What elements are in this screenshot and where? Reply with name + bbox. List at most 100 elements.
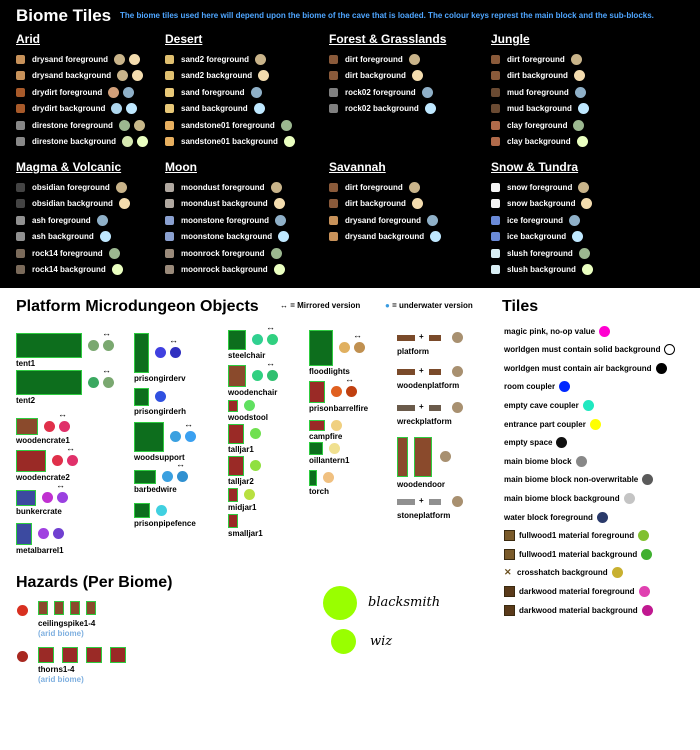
plus-sign: + bbox=[419, 366, 424, 375]
woodsupport-color-key bbox=[170, 431, 181, 442]
oillantern1-sprite bbox=[309, 442, 323, 455]
hazard-sprite bbox=[86, 647, 102, 663]
tile-legend-row: ✕ crosshatch background bbox=[504, 564, 623, 582]
tile-block-icon bbox=[16, 71, 25, 81]
hazard-sprite bbox=[38, 601, 48, 615]
woodencrate2-sprite bbox=[16, 450, 46, 472]
tile-label: moondust foreground bbox=[181, 182, 265, 192]
tile-block-icon bbox=[165, 54, 174, 64]
biome-tile-row: drydirt foreground bbox=[16, 84, 181, 101]
woodenchair-color-key bbox=[267, 370, 278, 381]
tile-label: empty space bbox=[504, 438, 553, 448]
biome-tiles-description: The biome tiles used here will depend up… bbox=[120, 11, 654, 20]
color-key-swatch bbox=[253, 103, 265, 115]
color-key-swatch bbox=[111, 264, 123, 276]
tile-label: sand2 foreground bbox=[181, 54, 250, 64]
tile-label: mud background bbox=[507, 104, 572, 114]
biome-tile-row: slush background bbox=[491, 262, 656, 279]
biome-tile-row: moondust foreground bbox=[165, 179, 330, 196]
tile-label: dirt foreground bbox=[507, 54, 565, 64]
tile-block-icon bbox=[165, 265, 174, 275]
color-key-swatch bbox=[574, 86, 586, 98]
tile-color-swatch bbox=[596, 511, 608, 523]
tile-label: sand2 background bbox=[181, 71, 253, 81]
mirrored-arrow-icon: ↔ bbox=[169, 335, 178, 345]
campfire-sprite bbox=[309, 420, 325, 431]
tile-block-icon bbox=[491, 104, 500, 114]
tile-block-icon bbox=[329, 232, 338, 242]
mirrored-arrow-icon: ↔ bbox=[345, 374, 354, 384]
wood-tile-icon bbox=[504, 585, 515, 597]
platform-color-key bbox=[452, 332, 463, 343]
tile-label: drysand foreground bbox=[32, 54, 109, 64]
tile-color-swatch bbox=[599, 325, 611, 337]
biome-tile-row: drysand background bbox=[16, 68, 181, 85]
biome-heading: Magma & Volcanic bbox=[16, 160, 122, 174]
talljar2-sprite bbox=[228, 456, 244, 476]
tile-label: rock02 background bbox=[345, 104, 419, 114]
color-key-swatch bbox=[573, 70, 585, 82]
tile-legend-row: water block foreground bbox=[504, 508, 608, 526]
biome-tile-row: moonrock background bbox=[165, 262, 330, 279]
biome-tile-row: dirt background bbox=[329, 68, 494, 85]
biome-tile-row: snow foreground bbox=[491, 179, 656, 196]
tile-label: main biome block non-overwritable bbox=[504, 475, 639, 485]
woodencrate1-color-key bbox=[44, 421, 55, 432]
platform-label: platform bbox=[397, 347, 429, 356]
biome-tile-row: moondust background bbox=[165, 196, 330, 213]
tile-label: darkwood material foreground bbox=[519, 586, 635, 596]
tile-label: dirt foreground bbox=[345, 182, 403, 192]
color-key-swatch bbox=[111, 103, 123, 115]
tile-color-swatch bbox=[641, 604, 653, 616]
tile-label: slush foreground bbox=[507, 248, 573, 258]
barbedwire-sprite bbox=[134, 470, 156, 484]
water-drop-icon: ● bbox=[385, 301, 393, 310]
tile-label: drysand background bbox=[32, 71, 112, 81]
tile-block-icon bbox=[491, 265, 500, 275]
tile-label: snow background bbox=[507, 199, 576, 209]
mirrored-arrow-icon: ↔ bbox=[102, 328, 111, 338]
tile-label: slush background bbox=[507, 265, 576, 275]
wood-tile-icon bbox=[504, 548, 515, 560]
color-key-swatch bbox=[569, 214, 581, 226]
tile-legend-row: worldgen must contain solid background bbox=[504, 341, 676, 359]
tile-label: rock14 background bbox=[32, 265, 106, 275]
biome-tile-row: moonstone background bbox=[165, 229, 330, 246]
tile-legend-row: main biome block background bbox=[504, 489, 635, 507]
woodencrate2-label: woodencrate2 bbox=[16, 473, 70, 482]
woodendoor-sprite-alt bbox=[414, 437, 432, 477]
extra-handwritten-label: blacksmith bbox=[368, 595, 441, 610]
woodenplatform-sprite-alt bbox=[429, 369, 441, 375]
woodencrate2-color-key bbox=[67, 455, 78, 466]
biome-group: Forest & Grasslands dirt foreground dirt b… bbox=[329, 32, 494, 117]
tile-color-swatch bbox=[556, 437, 568, 449]
woodencrate1-sprite bbox=[16, 418, 38, 435]
platform-sprite-alt bbox=[429, 335, 441, 341]
tile-label: drysand foreground bbox=[345, 215, 422, 225]
stoneplatform-label: stoneplatform bbox=[397, 511, 451, 520]
biome-tile-row: obsidian foreground bbox=[16, 179, 181, 196]
barbedwire-color-key bbox=[162, 471, 173, 482]
tent2-sprite bbox=[16, 370, 82, 395]
color-key-swatch bbox=[578, 247, 590, 259]
color-key-swatch bbox=[408, 181, 420, 193]
tile-color-swatch bbox=[638, 585, 650, 597]
biome-tile-row: clay foreground bbox=[491, 117, 656, 134]
color-key-swatch bbox=[258, 70, 270, 82]
color-key-swatch bbox=[99, 231, 111, 243]
tile-block-icon bbox=[165, 104, 174, 114]
tile-legend-row: darkwood material foreground bbox=[504, 582, 650, 600]
tile-block-icon bbox=[16, 137, 25, 147]
biome-heading: Savannah bbox=[329, 160, 386, 174]
floodlights-color-key bbox=[339, 342, 350, 353]
biome-group: Savannah dirt foreground dirt background dr… bbox=[329, 160, 494, 245]
hazard-sprite bbox=[38, 647, 54, 663]
color-key-swatch bbox=[270, 181, 282, 193]
prisonbarrelfire-color-key bbox=[346, 386, 357, 397]
hazard-label: thorns1-4 bbox=[38, 665, 75, 674]
hazard-color-key bbox=[17, 605, 28, 616]
wreckplatform-sprite-alt bbox=[429, 405, 441, 411]
prisonbarrelfire-color-key bbox=[331, 386, 342, 397]
mirrored-arrow-icon: ↔ bbox=[280, 301, 291, 310]
talljar1-label: talljar1 bbox=[228, 445, 254, 454]
